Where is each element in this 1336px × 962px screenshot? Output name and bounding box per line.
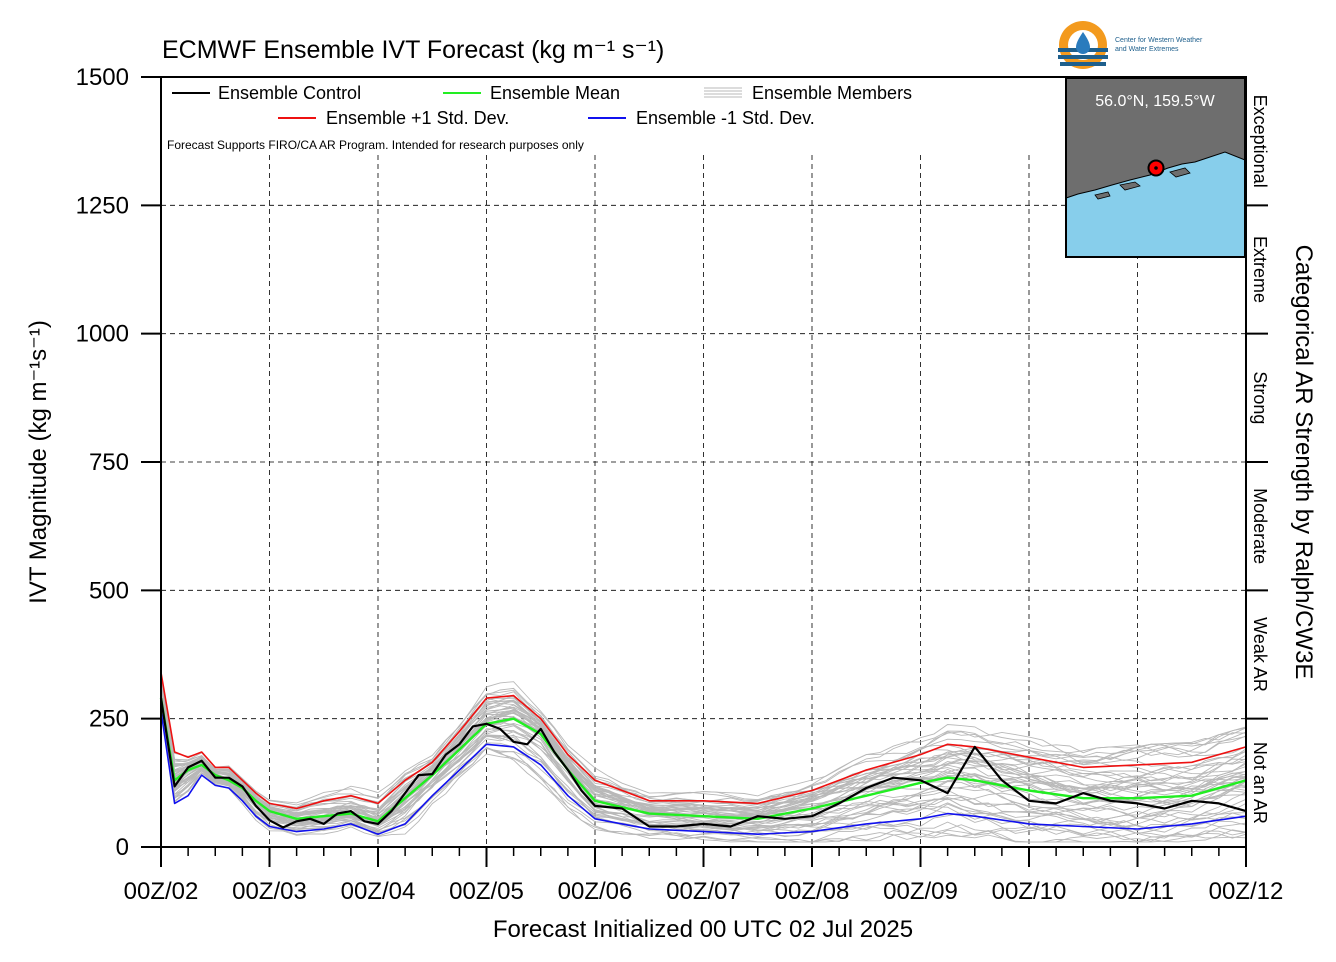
logo-text-line-2: and Water Extremes: [1115, 46, 1179, 53]
category-label: Moderate: [1250, 488, 1270, 564]
right-axis-label: Categorical AR Strength by Ralph/CW3E: [1290, 245, 1317, 680]
category-label: Not an AR: [1250, 742, 1270, 824]
inset-map: 56.0°N, 159.5°W: [1065, 77, 1246, 258]
x-axis-label: Forecast Initialized 00 UTC 02 Jul 2025: [493, 916, 913, 943]
x-tick-label: 00Z/03: [232, 878, 307, 905]
x-tick-label: 00Z/08: [775, 878, 850, 905]
mean-line: [159, 697, 1247, 823]
category-label: Weak AR: [1250, 617, 1270, 692]
inset-frame: [1065, 77, 1246, 258]
y-tick-label: 0: [116, 834, 129, 861]
y-tick-label: 1500: [76, 64, 129, 91]
y-tick-label: 1000: [76, 321, 129, 348]
chart-title: ECMWF Ensemble IVT Forecast (kg m⁻¹ s⁻¹): [162, 36, 664, 64]
legend-label-minus-std: Ensemble -1 Std. Dev.: [636, 108, 815, 128]
x-tick-label: 00Z/05: [449, 878, 524, 905]
inset-island-3: [1094, 191, 1111, 200]
legend-label-plus-std: Ensemble +1 Std. Dev.: [326, 108, 509, 128]
grid-lines: [161, 155, 1246, 847]
x-tick-label: 00Z/11: [1101, 878, 1174, 905]
inset-island-1: [1119, 181, 1141, 191]
category-label: Exceptional: [1250, 95, 1270, 188]
x-tick-label: 00Z/09: [883, 878, 958, 905]
x-tick-label: 00Z/04: [341, 878, 416, 905]
minus-std-line: [160, 710, 1247, 836]
y-axis-label: IVT Magnitude (kg m⁻¹s⁻¹): [25, 320, 52, 604]
inset-island-2: [1169, 167, 1191, 178]
legend-swatch-members: [704, 87, 742, 98]
logo-text-line-1: Center for Western Weather: [1115, 37, 1203, 44]
x-tick-label: 00Z/02: [124, 878, 199, 905]
x-tick-label: 00Z/06: [558, 878, 633, 905]
plus-std-line: [160, 672, 1247, 810]
ensemble-member-line: [160, 699, 1247, 825]
y-tick-label: 250: [89, 706, 129, 733]
control-line: [159, 697, 1247, 829]
series-lines: [159, 672, 1247, 836]
ensemble-member-line: [160, 704, 1247, 843]
x-axis: 00Z/02 00Z/03 00Z/04 00Z/05 00Z/06 00Z/07 00Z/…: [124, 847, 1284, 905]
category-label: Strong: [1250, 371, 1270, 424]
legend-label-control: Ensemble Control: [218, 83, 361, 103]
y-tick-label: 1250: [76, 192, 129, 219]
x-tick-label: 00Z/07: [666, 878, 741, 905]
legend-label-members: Ensemble Members: [752, 83, 912, 103]
legend-label-mean: Ensemble Mean: [490, 83, 620, 103]
legend: Ensemble Control Ensemble Mean Ensemble …: [167, 83, 912, 152]
ensemble-member-line: [160, 709, 1247, 827]
ar-category-axis: Not an AR Weak AR Moderate Strong Extreme Exc…: [1246, 95, 1270, 824]
research-note: Forecast Supports FIRO/CA AR Program. In…: [167, 138, 584, 152]
inset-land: [1065, 77, 1246, 199]
y-axis: 0 250 500 750 1000 1250 1500: [76, 64, 161, 861]
y-tick-label: 500: [89, 577, 129, 604]
cw3e-logo: Center for Western Weather and Water Ext…: [1058, 21, 1203, 69]
category-label: Extreme: [1250, 236, 1270, 303]
x-tick-label: 00Z/10: [992, 878, 1067, 905]
ensemble-member-line: [160, 690, 1247, 826]
inset-location-label: 56.0°N, 159.5°W: [1095, 93, 1215, 110]
y-tick-label: 750: [89, 449, 129, 476]
ensemble-member-line: [160, 703, 1247, 837]
x-tick-label: 00Z/12: [1209, 878, 1284, 905]
ensemble-member-line: [160, 709, 1247, 843]
ensemble-member-line: [160, 701, 1247, 830]
